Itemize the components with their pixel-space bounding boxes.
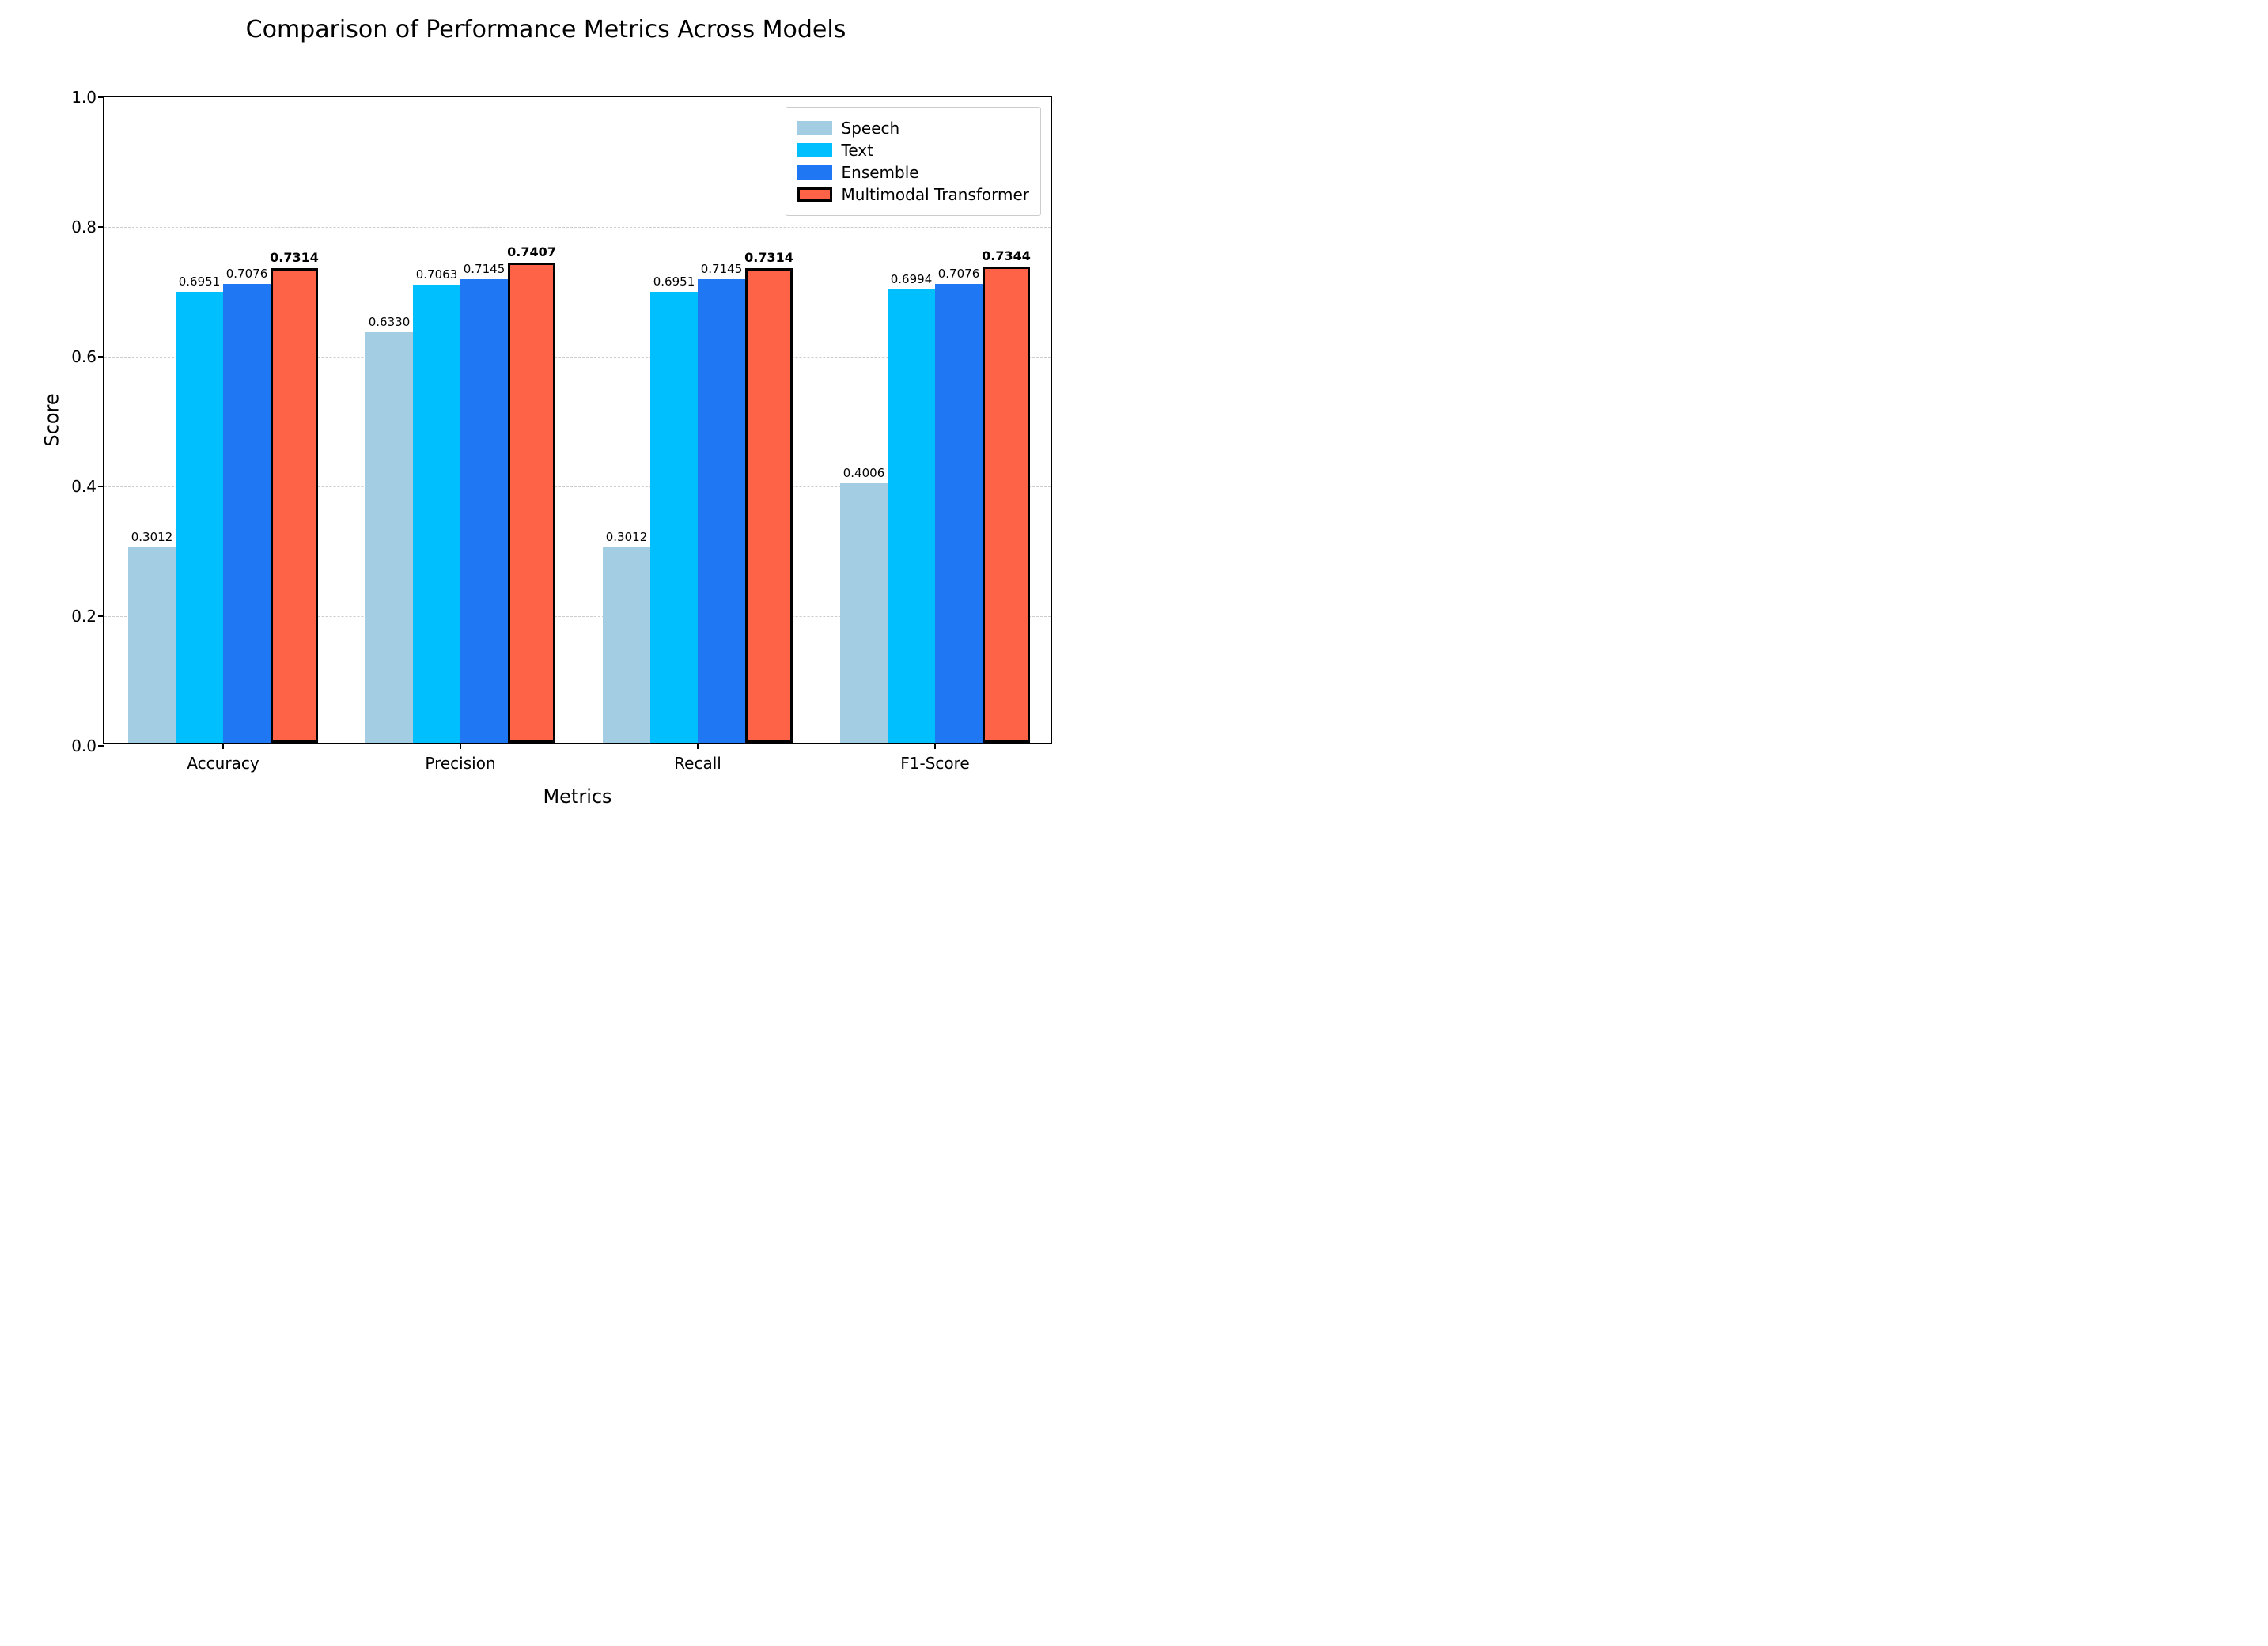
x-tick-mark <box>934 743 936 749</box>
bar-value-label: 0.7407 <box>507 244 556 259</box>
bar <box>745 268 793 743</box>
y-tick-mark <box>98 226 104 228</box>
bar <box>460 279 508 743</box>
y-tick-mark <box>98 96 104 98</box>
legend-swatch <box>797 165 832 180</box>
legend-label: Ensemble <box>842 163 919 182</box>
bar-value-label: 0.7076 <box>938 267 980 281</box>
y-tick-mark <box>98 356 104 358</box>
bar-value-label: 0.7063 <box>416 267 458 282</box>
chart-container: Comparison of Performance Metrics Across… <box>16 16 1076 831</box>
gridline <box>104 227 1051 228</box>
bar-value-label: 0.7145 <box>464 262 505 276</box>
legend-label: Text <box>842 141 873 160</box>
bar <box>888 289 935 744</box>
y-axis-label: Score <box>41 393 63 446</box>
bar-value-label: 0.7314 <box>270 250 319 265</box>
y-tick-mark <box>98 615 104 617</box>
bar-value-label: 0.7344 <box>982 248 1031 263</box>
plot-wrap: Score 0.00.20.40.60.81.0Accuracy0.30120.… <box>16 48 1076 831</box>
legend-swatch <box>797 121 832 135</box>
legend-item: Speech <box>797 119 1029 138</box>
legend-label: Speech <box>842 119 900 138</box>
bar <box>223 284 271 743</box>
bar <box>603 547 650 743</box>
bar <box>176 292 223 743</box>
y-tick-mark <box>98 486 104 487</box>
bar <box>935 284 983 743</box>
bar <box>840 483 888 743</box>
bar <box>508 263 555 743</box>
chart-title: Comparison of Performance Metrics Across… <box>16 16 1076 44</box>
legend-swatch <box>797 187 832 202</box>
bar-value-label: 0.7076 <box>226 267 268 281</box>
bar-value-label: 0.7314 <box>744 250 793 265</box>
x-tick-mark <box>222 743 224 749</box>
bar-value-label: 0.4006 <box>843 466 885 480</box>
legend-item: Multimodal Transformer <box>797 185 1029 204</box>
plot-area: 0.00.20.40.60.81.0Accuracy0.30120.69510.… <box>103 96 1052 744</box>
bar <box>271 268 318 743</box>
legend-label: Multimodal Transformer <box>842 185 1029 204</box>
bar-value-label: 0.3012 <box>606 530 648 544</box>
bar <box>983 267 1030 743</box>
x-axis-label: Metrics <box>543 785 611 808</box>
bar-value-label: 0.3012 <box>131 530 173 544</box>
bar-value-label: 0.6951 <box>653 274 695 289</box>
legend-item: Ensemble <box>797 163 1029 182</box>
legend-item: Text <box>797 141 1029 160</box>
bar-value-label: 0.6951 <box>179 274 221 289</box>
bar <box>650 292 698 743</box>
bar-value-label: 0.6994 <box>891 272 933 286</box>
bar <box>698 279 745 743</box>
bar <box>365 332 413 743</box>
bar-value-label: 0.7145 <box>701 262 743 276</box>
bar <box>128 547 176 743</box>
bar-value-label: 0.6330 <box>369 315 411 329</box>
y-tick-mark <box>98 745 104 747</box>
legend-swatch <box>797 143 832 157</box>
bar <box>413 285 460 743</box>
legend: Speech Text Ensemble Multimodal Transformer <box>786 107 1041 216</box>
x-tick-mark <box>697 743 699 749</box>
x-tick-mark <box>460 743 461 749</box>
